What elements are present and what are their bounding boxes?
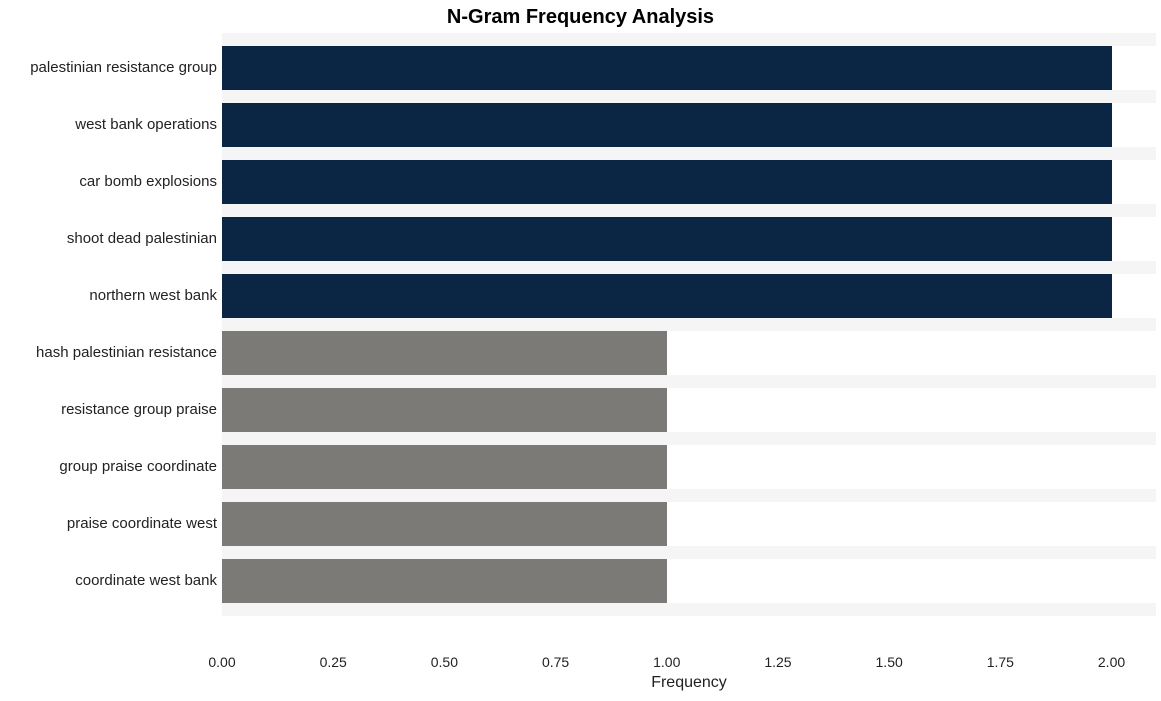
plot-band bbox=[222, 375, 1156, 388]
y-tick-label: praise coordinate west bbox=[7, 502, 217, 546]
y-tick-label: car bomb explosions bbox=[7, 160, 217, 204]
x-axis-title: Frequency bbox=[222, 674, 1156, 692]
y-tick-label: hash palestinian resistance bbox=[7, 331, 217, 375]
bar bbox=[222, 388, 667, 432]
y-tick-label: shoot dead palestinian bbox=[7, 217, 217, 261]
y-tick-label: coordinate west bank bbox=[7, 559, 217, 603]
plot-band bbox=[222, 33, 1156, 46]
plot-band bbox=[222, 432, 1156, 445]
plot-band bbox=[222, 489, 1156, 502]
ngram-chart: N-Gram Frequency Analysis palestinian re… bbox=[0, 0, 1161, 701]
bar bbox=[222, 103, 1112, 147]
bar bbox=[222, 445, 667, 489]
y-tick-label: palestinian resistance group bbox=[7, 46, 217, 90]
x-tick-label: 0.00 bbox=[208, 654, 235, 670]
x-tick-label: 1.25 bbox=[764, 654, 791, 670]
plot-band bbox=[222, 546, 1156, 559]
x-tick-label: 0.75 bbox=[542, 654, 569, 670]
plot-band bbox=[222, 204, 1156, 217]
x-tick-label: 1.50 bbox=[876, 654, 903, 670]
y-tick-label: resistance group praise bbox=[7, 388, 217, 432]
plot-area bbox=[222, 33, 1156, 641]
x-tick-label: 2.00 bbox=[1098, 654, 1125, 670]
plot-band bbox=[222, 147, 1156, 160]
bar bbox=[222, 502, 667, 546]
bar bbox=[222, 217, 1112, 261]
x-tick-label: 0.25 bbox=[320, 654, 347, 670]
bar bbox=[222, 559, 667, 603]
x-tick-label: 1.00 bbox=[653, 654, 680, 670]
x-tick-label: 1.75 bbox=[987, 654, 1014, 670]
y-tick-label: group praise coordinate bbox=[7, 445, 217, 489]
plot-band bbox=[222, 90, 1156, 103]
bar bbox=[222, 46, 1112, 90]
plot-band bbox=[222, 318, 1156, 331]
x-tick-label: 0.50 bbox=[431, 654, 458, 670]
chart-title: N-Gram Frequency Analysis bbox=[0, 6, 1161, 29]
y-tick-label: west bank operations bbox=[7, 103, 217, 147]
plot-band bbox=[222, 261, 1156, 274]
y-tick-label: northern west bank bbox=[7, 274, 217, 318]
bar bbox=[222, 274, 1112, 318]
plot-band bbox=[222, 603, 1156, 616]
bar bbox=[222, 331, 667, 375]
bar bbox=[222, 160, 1112, 204]
